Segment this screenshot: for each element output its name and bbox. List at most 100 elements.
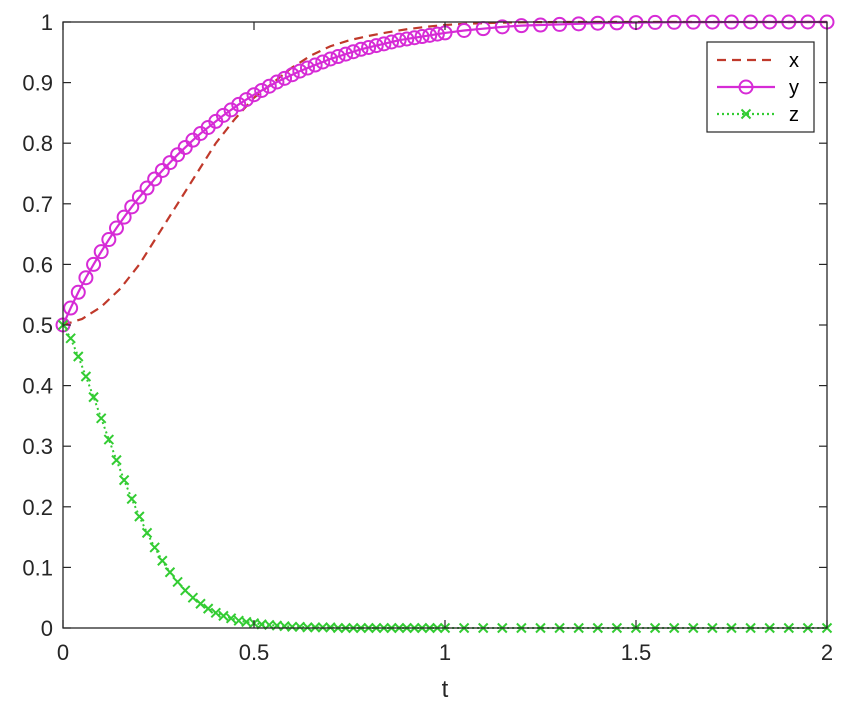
x-tick-label: 2 [821,640,833,665]
series-y-point [63,300,79,316]
series-z-point [225,613,237,624]
series-y-point [399,31,415,47]
plot-area [63,22,827,628]
plot-background [63,22,827,628]
series-y-point [238,92,254,108]
series-y-point [108,220,124,236]
x-tick-label: 0 [57,640,69,665]
series-y-point [376,36,392,52]
series-y-point [307,57,323,73]
legend-entry-x: x [717,50,799,72]
y-tick-label: 0 [41,616,53,641]
series-y-point [124,199,140,215]
series-y-point [315,54,331,70]
legend-entry-y: y [717,77,799,99]
series-y-point [609,15,625,31]
series-y-point [269,74,285,90]
y-tick-label: 0.7 [22,192,53,217]
series-y-point [86,256,102,272]
x-tick-label: 1 [439,640,451,665]
legend-label: z [789,104,799,126]
series-z-point [202,603,214,614]
series-y-point [494,19,510,35]
series-y-point [277,70,293,86]
y-tick-label: 0.1 [22,555,53,580]
series-y-point [116,209,132,225]
series-z-point [286,621,298,632]
series-y-point [246,87,262,103]
series-y-point [70,284,86,300]
legend-label: x [789,50,799,72]
series-y-point [299,60,315,76]
series-z-point [126,493,137,505]
y-tick-label: 0.9 [22,71,53,96]
series-y-point [456,22,472,38]
series-y-point [147,171,163,187]
series-y-point [101,232,117,248]
series-y-point [406,30,422,46]
series-y-point [93,244,109,260]
legend: xyz [706,41,815,133]
series-z-point [134,511,145,522]
series-z-point [164,567,176,578]
series-y-point [261,78,277,94]
series-y-point [78,270,94,286]
series-z-point [187,592,199,603]
series-z-point [210,607,222,619]
x-tick-label: 1.5 [621,640,652,665]
axes-layer: 0 0.5 1 1.5 2 0 0.1 0.2 0.3 0.4 0.5 0.6 0.7 0.8 0.9 1 [22,10,833,665]
y-tick-label: 0.2 [22,495,53,520]
series-z-point [118,474,130,486]
series-z-point [80,371,92,382]
series-y-point [154,162,170,178]
series-y-point [422,27,438,43]
y-tick-label: 0.5 [22,313,53,338]
series-y-point [254,82,270,98]
series-y-point [338,46,354,62]
series-z-point [157,555,168,566]
series-y-point [552,16,568,32]
series-z-point [172,576,183,588]
series-y-point [162,155,178,171]
legend-entry-z: z [717,104,799,126]
series-y-point [231,96,247,112]
legend-marker [738,79,754,95]
series-y-point [284,67,300,83]
series-z-line [62,324,827,629]
series-y-point [533,17,548,33]
series-y-point [361,39,377,55]
series-y-point [330,49,346,65]
x-axis-label: t [442,676,449,703]
series-z-point [95,413,107,424]
y-tick-label: 0.4 [22,374,53,399]
series-z-point [195,598,206,609]
series-y-point [414,29,430,45]
series-y-point [368,38,384,54]
series-z-point [141,527,153,539]
series-y-point [353,41,369,57]
series-y-point [571,16,587,32]
legend-label: y [789,77,799,99]
series-y-point [384,34,400,50]
series-y-point [131,189,147,205]
series-y-point [429,26,445,42]
series-z-point [103,434,115,445]
series-y [55,14,835,333]
legend-marker [740,108,752,120]
y-tick-label: 0.8 [22,131,53,156]
series-z-point [149,542,160,553]
series-y-point [139,180,155,196]
series-z-point [73,351,84,362]
series-y-point [513,18,529,34]
series-z-point [88,391,99,403]
series-z-point [111,454,122,466]
series-y-point [590,15,606,31]
y-tick-label: 0.6 [22,252,53,277]
series-y-point [345,44,361,60]
y-tick-label: 1 [41,10,53,35]
series-y-point [391,32,407,48]
x-tick-label: 0.5 [239,640,270,665]
series-z-point [218,610,229,622]
y-tick-label: 0.3 [22,434,53,459]
